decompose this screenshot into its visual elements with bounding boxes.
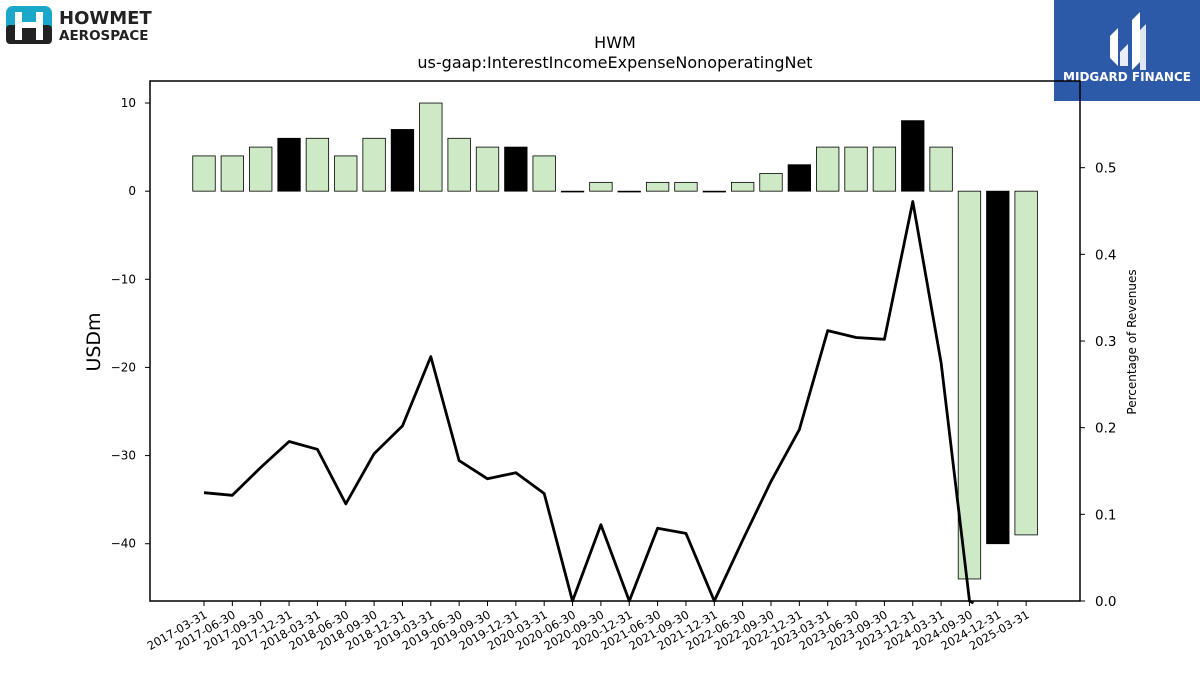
bar-2020-12-31	[617, 190, 641, 193]
logo-mark-left-stroke	[1110, 28, 1118, 66]
bar-2019-06-30	[447, 137, 471, 192]
y2-tick-label: 0.3	[1095, 334, 1116, 350]
bar-series	[192, 102, 1038, 580]
revenue-percentage-line	[203, 200, 975, 605]
bar-2018-12-31	[390, 129, 415, 192]
y-axis-label: USDm	[83, 312, 105, 371]
bar-2017-12-31	[277, 137, 301, 192]
bar-2023-09-30	[872, 146, 897, 192]
line-series	[203, 200, 975, 605]
chart-title: HWM	[594, 33, 636, 52]
y-tick-label: −10	[111, 272, 136, 286]
midgard-finance-logo: MIDGARD FINANCE	[1054, 0, 1200, 101]
bar-2021-12-31	[702, 190, 726, 193]
y2-axis-label: Percentage of Revenues	[1125, 269, 1139, 414]
bar-2024-09-30	[957, 190, 982, 580]
y-axis-ticks: 10 0 −10 −20 −30 −40	[111, 96, 150, 551]
bar-2022-06-30	[731, 181, 755, 192]
bar-2024-12-31	[986, 190, 1010, 545]
bar-2018-09-30	[362, 137, 386, 192]
bar-2022-12-31	[787, 164, 811, 192]
bar-2017-03-31	[192, 155, 216, 192]
bar-2018-06-30	[334, 155, 358, 192]
logo-text-midgard: MIDGARD FINANCE	[1063, 70, 1191, 84]
bar-2025-03-31	[1014, 190, 1038, 536]
howmet-aerospace-logo: HOWMET AEROSPACE	[4, 4, 174, 48]
bar-2021-06-30	[645, 181, 670, 192]
bar-2020-06-30	[560, 190, 585, 193]
bar-2020-09-30	[589, 181, 613, 192]
bar-2023-03-31	[816, 146, 840, 192]
y2-axis-ticks: 0.5 0.4 0.3 0.2 0.1 0.0	[1080, 161, 1116, 610]
y2-tick-label: 0.1	[1095, 507, 1116, 523]
bar-2017-09-30	[249, 146, 273, 192]
y2-tick-label: 0.5	[1095, 161, 1116, 177]
bar-2024-03-31	[929, 146, 953, 192]
y2-tick-label: 0.2	[1095, 421, 1116, 437]
y2-tick-label: 0.0	[1095, 594, 1116, 610]
y-tick-label: 0	[128, 184, 136, 198]
y-tick-label: −30	[111, 449, 136, 463]
bar-2019-03-31	[419, 102, 443, 192]
bar-2017-06-30	[220, 155, 245, 192]
logo-text-howmet: HOWMET	[59, 8, 152, 29]
bar-2018-03-31	[305, 137, 330, 192]
bar-2023-06-30	[844, 146, 868, 192]
chart-subtitle: us-gaap:InterestIncomeExpenseNonoperatin…	[417, 53, 812, 72]
bar-2021-09-30	[674, 181, 698, 192]
y-tick-label: 10	[121, 96, 136, 110]
x-axis-ticks: 2017-03-312017-06-302017-09-302017-12-31…	[145, 601, 1032, 653]
bar-2019-09-30	[475, 146, 500, 192]
logo-text-aerospace: AEROSPACE	[59, 28, 149, 44]
y2-tick-label: 0.4	[1095, 247, 1116, 263]
bar-2019-12-31	[504, 146, 528, 192]
bar-2022-09-30	[759, 173, 783, 192]
y-tick-label: −40	[111, 537, 136, 551]
bar-2020-03-31	[532, 155, 556, 192]
y-tick-label: −20	[111, 360, 136, 374]
bar-2023-12-31	[901, 120, 925, 192]
